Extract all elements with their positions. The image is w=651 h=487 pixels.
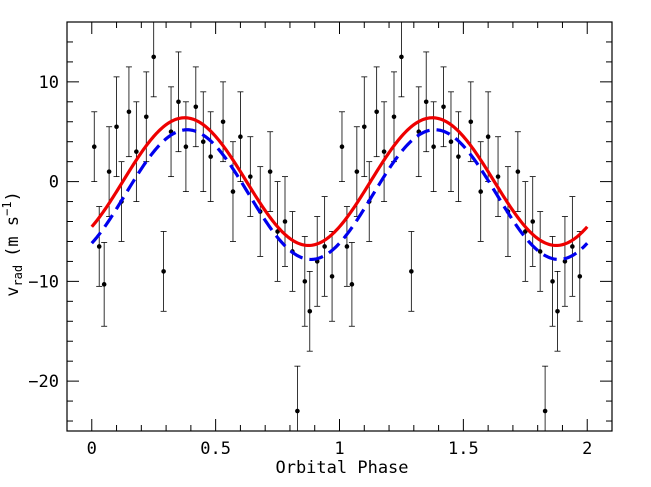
- data-point: [114, 124, 119, 130]
- data-point: [349, 282, 355, 287]
- y-label-unit-open: (m s: [3, 216, 23, 257]
- data-point: [307, 308, 313, 314]
- data-point: [208, 154, 213, 159]
- data-point: [267, 169, 273, 174]
- data-point: [577, 274, 583, 279]
- data-point: [101, 282, 107, 287]
- data-point: [456, 154, 461, 159]
- y-label-sub: rad: [11, 265, 25, 287]
- x-tick-label: 1: [334, 439, 344, 459]
- data-point: [441, 104, 446, 110]
- data-point: [220, 119, 226, 125]
- y-tick-labels: −20 −10 0 10: [28, 73, 59, 392]
- data-point: [570, 244, 575, 249]
- data-point: [374, 109, 379, 115]
- data-point: [200, 139, 206, 145]
- y-axis-label: vrad (m s−1): [0, 191, 25, 297]
- data-point: [238, 134, 243, 140]
- data-point: [230, 189, 236, 194]
- model-curve-solid: [90, 116, 589, 248]
- data-point: [302, 279, 308, 284]
- data-point: [381, 149, 387, 154]
- data-point: [329, 274, 335, 279]
- x-axis-label: Orbital Phase: [275, 458, 408, 478]
- y-label-unit-sup: −1: [0, 201, 14, 215]
- data-point: [193, 104, 199, 110]
- y-tick-label: 0: [49, 173, 59, 193]
- data-point: [151, 54, 157, 60]
- data-point: [409, 269, 414, 274]
- data-point: [143, 114, 149, 120]
- data-point: [530, 219, 536, 224]
- data-point: [344, 244, 350, 249]
- data-point: [126, 109, 132, 115]
- data-point: [478, 189, 484, 194]
- data-point: [562, 259, 568, 264]
- data-point: [555, 308, 560, 314]
- x-tick-label: 0: [87, 439, 97, 459]
- data-point: [106, 169, 112, 174]
- x-tick-label: 2: [582, 439, 592, 459]
- y-label-unit-close: ): [3, 191, 23, 201]
- data-point: [391, 114, 397, 120]
- x-tick-label: 1.5: [448, 439, 479, 459]
- data-point: [550, 279, 555, 284]
- data-point: [183, 144, 189, 149]
- data-point: [176, 99, 181, 105]
- data-point: [542, 408, 548, 414]
- points-layer: [91, 54, 583, 414]
- y-tick-label: −20: [28, 372, 59, 392]
- data-point: [134, 149, 139, 154]
- data-point: [431, 144, 436, 149]
- data-point: [248, 174, 253, 179]
- data-point: [339, 144, 345, 149]
- data-point: [423, 99, 429, 105]
- data-point: [485, 134, 491, 140]
- y-tick-label: −10: [28, 272, 59, 292]
- y-tick-label: 10: [39, 73, 59, 93]
- errorbars-layer: [91, 22, 583, 431]
- ticks-layer: [66, 21, 613, 431]
- model-curve-dashed: [90, 128, 589, 262]
- data-point: [295, 408, 300, 414]
- data-point: [399, 54, 404, 60]
- data-point: [322, 244, 327, 249]
- data-point: [282, 219, 288, 224]
- data-point: [361, 124, 367, 130]
- data-point: [495, 174, 501, 179]
- data-point: [448, 139, 454, 145]
- x-tick-label: 0.5: [200, 439, 231, 459]
- data-point: [537, 249, 543, 254]
- data-point: [515, 169, 521, 174]
- data-point: [96, 244, 102, 249]
- y-label-main: v: [3, 287, 23, 297]
- data-point: [468, 119, 474, 125]
- data-point: [91, 144, 97, 149]
- x-tick-labels: 0 0.5 1 1.5 2: [87, 439, 593, 459]
- curves-layer: [90, 116, 589, 262]
- data-point: [354, 169, 360, 174]
- data-point: [161, 269, 166, 274]
